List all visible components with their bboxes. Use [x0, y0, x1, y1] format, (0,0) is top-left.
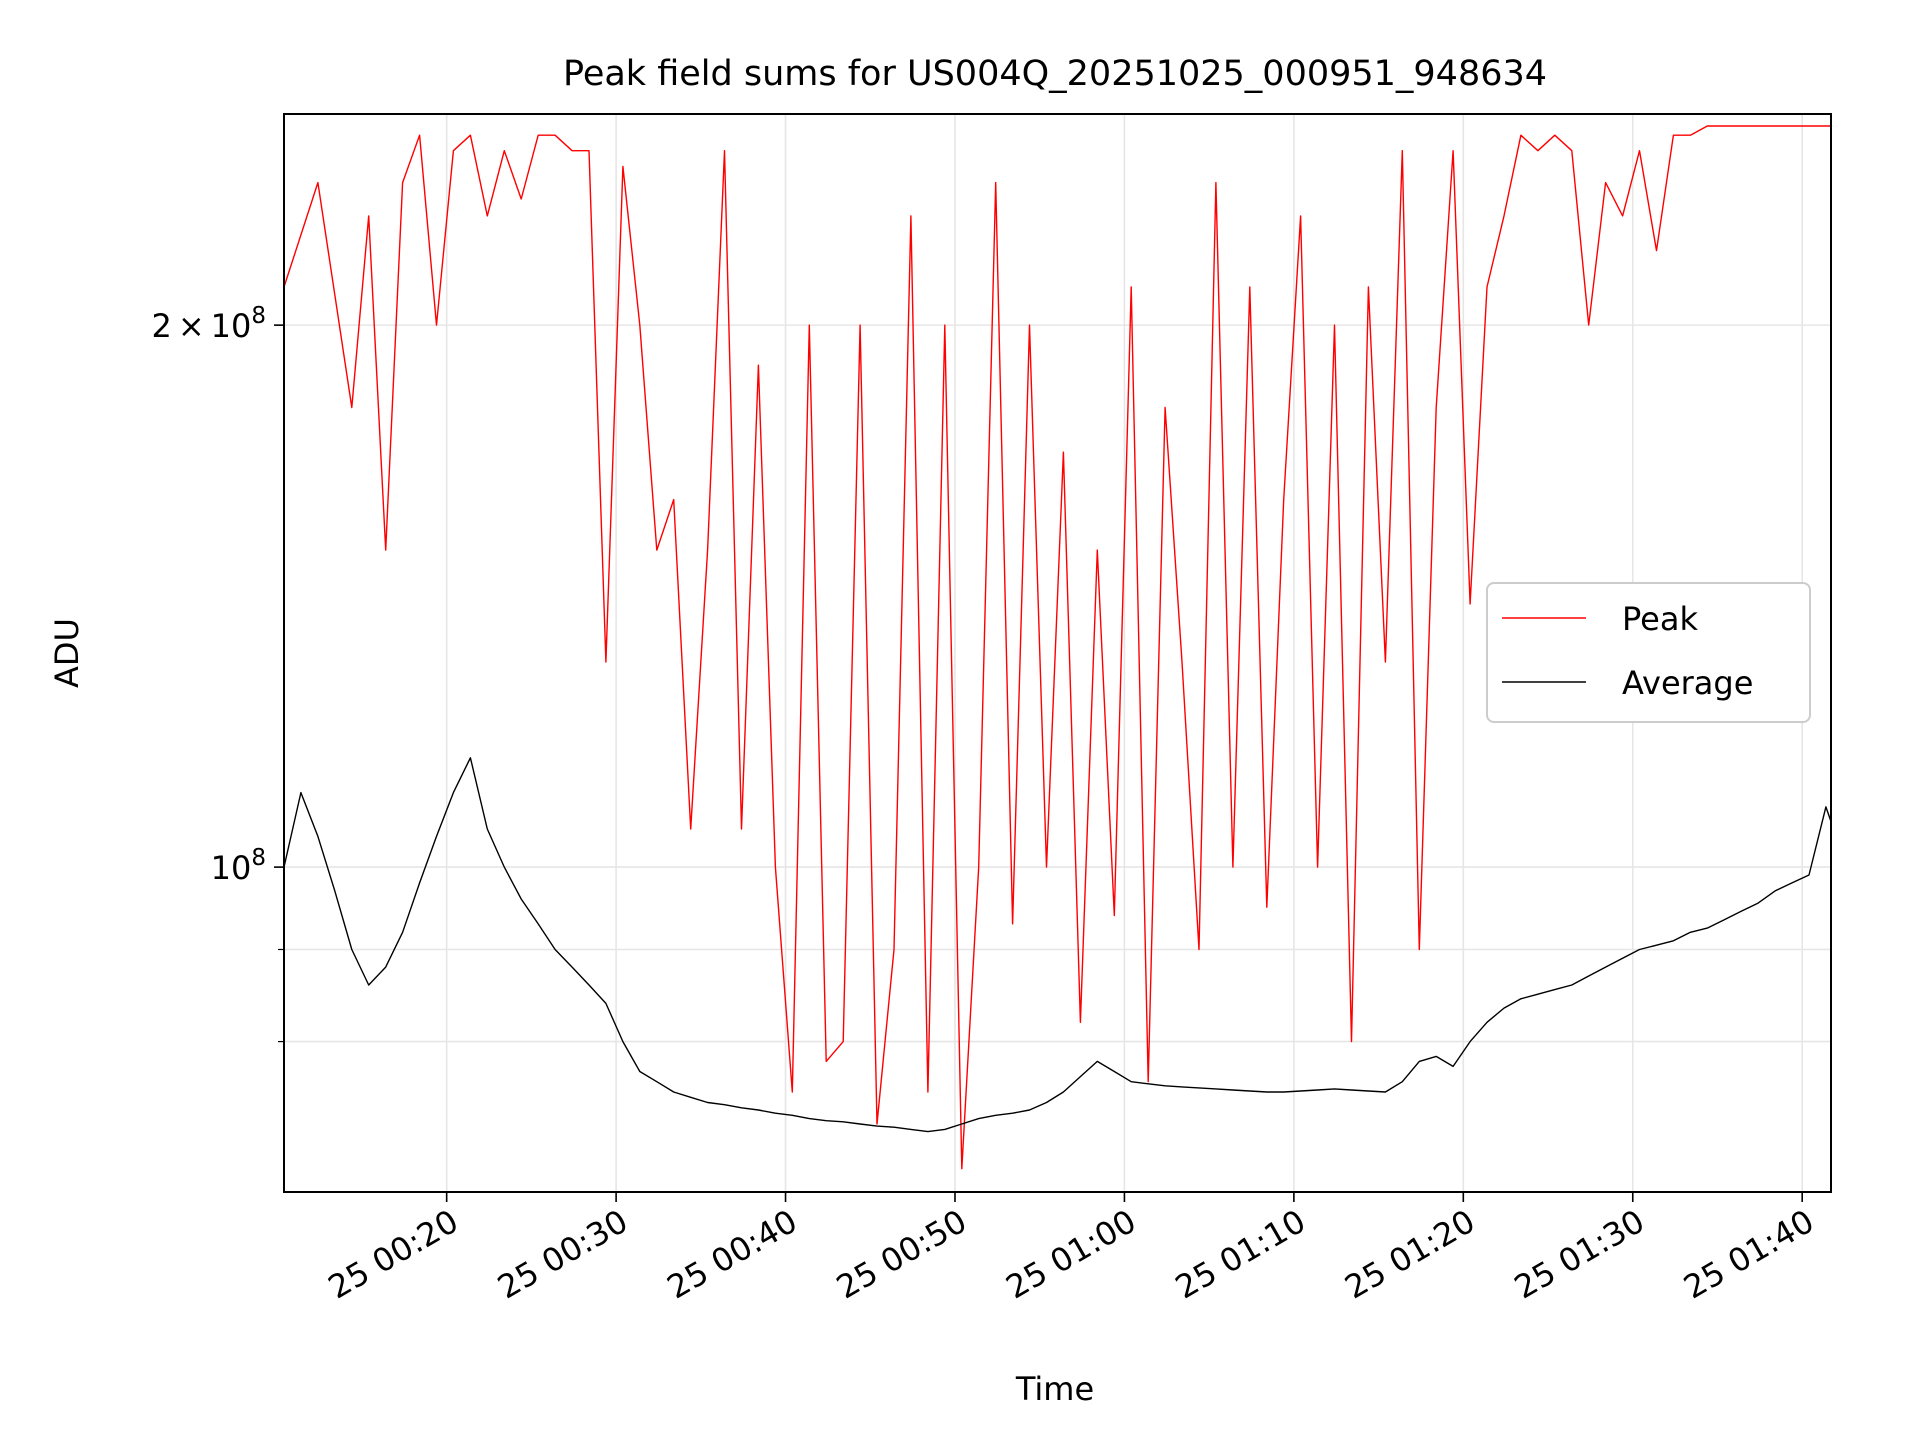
y-tick-label: 2 × 108	[151, 303, 266, 345]
legend: Peak Average	[1486, 582, 1811, 723]
y-tick-mantissa: 2	[151, 307, 171, 345]
y-tick-label: 108	[211, 845, 266, 887]
series-line-peak	[283, 125, 1831, 1170]
series-line-average	[283, 757, 1832, 1133]
y-tick-exponent: 8	[251, 845, 266, 871]
y-tick-exponent: 8	[251, 303, 266, 329]
y-tick-base: 10	[211, 849, 252, 887]
y-tick-times: ×	[178, 307, 205, 345]
legend-label-average: Average	[1622, 664, 1753, 702]
chart-title: Peak field sums for US004Q_20251025_0009…	[563, 54, 1547, 94]
plot-area-frame	[283, 113, 1832, 1193]
grid-layer	[284, 114, 1831, 1192]
series-layer	[283, 125, 1832, 1170]
x-axis-label: Time	[1015, 1370, 1094, 1408]
legend-label-peak: Peak	[1622, 600, 1698, 638]
y-tick-base: 10	[211, 307, 252, 345]
y-axis-label: ADU	[48, 618, 86, 688]
